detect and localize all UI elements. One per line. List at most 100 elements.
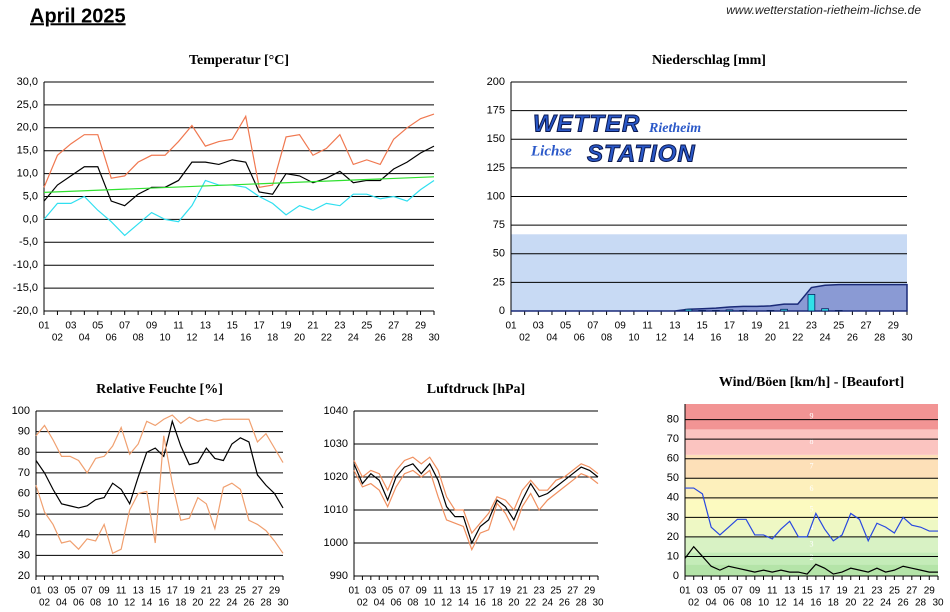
x-tick-label: 23 — [334, 321, 346, 332]
y-tick-label: 40 — [667, 492, 679, 504]
series-line — [35, 435, 284, 555]
beaufort-band — [685, 499, 938, 520]
x-tick-label: 20 — [192, 598, 204, 609]
x-tick-label: 20 — [845, 598, 857, 609]
x-tick-label: 09 — [615, 321, 627, 332]
x-tick-label: 08 — [741, 598, 753, 609]
y-tick-label: -20,0 — [13, 305, 38, 317]
x-tick-label: 21 — [854, 586, 866, 597]
x-tick-label: 09 — [146, 321, 158, 332]
x-tick-label: 25 — [889, 586, 901, 597]
x-tick-label: 28 — [874, 333, 886, 344]
site-url: www.wetterstation-rietheim-lichse.de — [726, 3, 921, 17]
bar — [780, 308, 788, 312]
chart-title: Wind/Böen [km/h] - [Beaufort] — [719, 375, 904, 390]
x-tick-label: 06 — [73, 598, 85, 609]
x-tick-label: 18 — [267, 333, 279, 344]
x-tick-label: 17 — [254, 321, 266, 332]
x-tick-label: 04 — [79, 333, 91, 344]
x-tick-label: 18 — [738, 333, 750, 344]
y-tick-label: 20 — [667, 531, 679, 543]
x-tick-label: 15 — [150, 586, 162, 597]
y-tick-label: 25 — [493, 276, 505, 288]
x-tick-label: 25 — [235, 586, 247, 597]
x-tick-label: 26 — [559, 598, 571, 609]
x-tick-label: 30 — [592, 598, 604, 609]
beaufort-label: 2 — [810, 553, 814, 562]
x-tick-label: 13 — [784, 586, 796, 597]
logo: WETTER — [533, 110, 640, 137]
x-tick-label: 26 — [243, 598, 255, 609]
x-tick-label: 22 — [863, 598, 875, 609]
x-tick-label: 06 — [391, 598, 403, 609]
x-tick-label: 15 — [227, 321, 239, 332]
x-tick-label: 05 — [92, 321, 104, 332]
x-tick-label: 07 — [587, 321, 599, 332]
logo: Lichse — [530, 143, 572, 159]
x-tick-label: 21 — [517, 586, 529, 597]
chart-title: Niederschlag [mm] — [652, 53, 766, 68]
x-tick-label: 07 — [119, 321, 131, 332]
y-tick-label: 1000 — [324, 537, 348, 549]
beaufort-label: 3 — [810, 540, 814, 549]
x-tick-label: 26 — [847, 333, 859, 344]
x-tick-label: 26 — [898, 598, 910, 609]
x-tick-label: 11 — [173, 321, 184, 332]
chart-title: Temperatur [°C] — [189, 53, 289, 68]
y-tick-label: 100 — [487, 190, 505, 202]
series-line — [43, 113, 435, 189]
x-tick-label: 08 — [133, 333, 145, 344]
y-tick-label: 30,0 — [17, 76, 38, 88]
y-tick-label: 150 — [487, 133, 505, 145]
series-line — [353, 462, 599, 545]
bar — [834, 310, 843, 312]
y-tick-label: 100 — [12, 405, 30, 417]
x-tick-label: 04 — [546, 333, 558, 344]
beaufort-label: 8 — [810, 437, 814, 446]
x-tick-label: 28 — [576, 598, 588, 609]
x-tick-label: 24 — [880, 598, 892, 609]
x-tick-label: 09 — [416, 586, 428, 597]
beaufort-band — [685, 404, 938, 430]
y-tick-label: -15,0 — [13, 282, 38, 294]
beaufort-band — [685, 429, 938, 455]
x-tick-label: 19 — [500, 586, 512, 597]
x-tick-label: 10 — [628, 333, 640, 344]
y-tick-label: 25,0 — [17, 99, 38, 111]
x-tick-label: 18 — [175, 598, 187, 609]
y-tick-label: 30 — [667, 511, 679, 523]
bar — [684, 308, 693, 312]
x-tick-label: 17 — [483, 586, 495, 597]
y-tick-label: -5,0 — [19, 236, 38, 248]
y-tick-label: 80 — [667, 414, 679, 426]
x-tick-label: 22 — [321, 333, 333, 344]
chart-title: Relative Feuchte [%] — [96, 382, 223, 397]
y-tick-label: 75 — [493, 219, 505, 231]
x-tick-label: 16 — [710, 333, 722, 344]
x-tick-label: 23 — [534, 586, 546, 597]
x-tick-label: 30 — [932, 598, 944, 609]
x-tick-label: 11 — [116, 586, 127, 597]
x-tick-label: 01 — [505, 321, 517, 332]
series-line — [685, 487, 938, 543]
x-tick-label: 03 — [65, 321, 77, 332]
x-tick-label: 25 — [833, 321, 845, 332]
x-tick-label: 11 — [642, 321, 653, 332]
y-tick-label: 90 — [18, 426, 30, 438]
x-tick-label: 18 — [491, 598, 503, 609]
y-tick-label: 200 — [487, 76, 505, 88]
bar — [821, 308, 829, 312]
y-tick-label: 15,0 — [17, 145, 38, 157]
beaufort-label: 4 — [810, 523, 814, 532]
bar — [739, 310, 747, 312]
x-tick-label: 21 — [307, 321, 319, 332]
x-tick-label: 06 — [723, 598, 735, 609]
series-line — [684, 545, 938, 575]
x-tick-label: 25 — [361, 321, 373, 332]
x-tick-label: 27 — [567, 586, 579, 597]
beaufort-band — [685, 564, 938, 576]
x-tick-label: 16 — [475, 598, 487, 609]
x-tick-label: 29 — [924, 586, 936, 597]
y-tick-label: 1030 — [324, 438, 348, 450]
x-tick-label: 20 — [765, 333, 777, 344]
